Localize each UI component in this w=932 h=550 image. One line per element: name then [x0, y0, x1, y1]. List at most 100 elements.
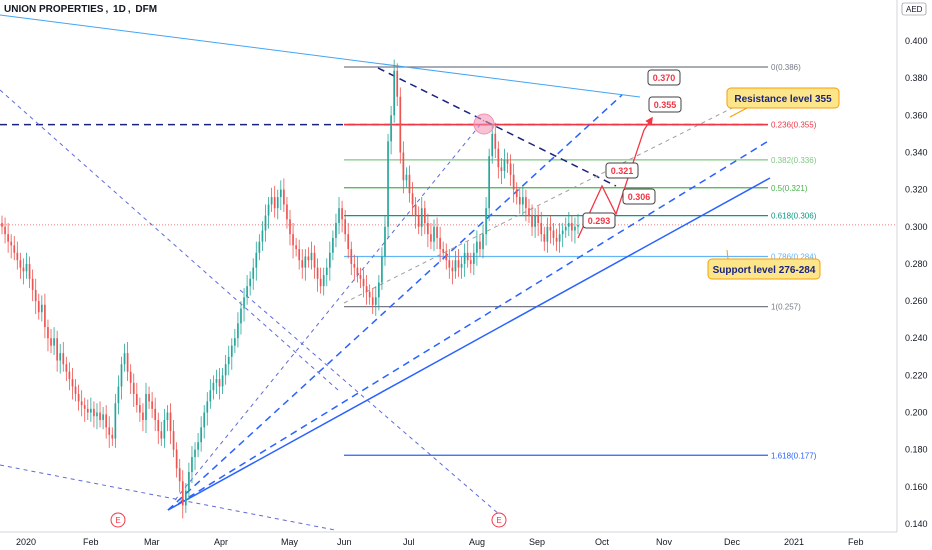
candle-body — [448, 260, 451, 268]
candle-body — [28, 263, 31, 279]
y-tick-label: 0.280 — [905, 259, 928, 269]
candle — [414, 197, 417, 229]
candle — [188, 462, 190, 500]
candle-body — [240, 308, 242, 324]
candle-body — [509, 163, 512, 175]
candle-body — [506, 159, 509, 164]
y-tick-label: 0.180 — [905, 445, 928, 455]
event-marker-icon[interactable]: E — [491, 512, 507, 528]
candle — [319, 267, 322, 294]
candle-body — [40, 304, 43, 313]
candle-body — [105, 414, 108, 428]
candle-body — [200, 427, 202, 443]
callout-pointer — [729, 107, 748, 118]
candle — [221, 367, 224, 394]
candle — [200, 416, 202, 452]
candle-body — [243, 297, 245, 309]
interval-label: 1D — [113, 4, 126, 15]
candle — [567, 211, 570, 237]
projection-label: 0.321 — [605, 162, 639, 179]
candle-body — [525, 197, 527, 209]
price-axis[interactable] — [897, 0, 932, 550]
candle — [378, 275, 380, 311]
candle-body — [249, 278, 252, 287]
candle-body — [22, 267, 25, 272]
candle — [252, 258, 255, 290]
y-tick-label: 0.240 — [905, 333, 928, 343]
projection-label-box — [605, 162, 639, 179]
candle-body — [390, 115, 392, 142]
candle — [83, 397, 86, 422]
candle-body — [335, 223, 337, 238]
candle-body — [399, 96, 402, 153]
candle-body — [307, 256, 310, 261]
candle — [503, 148, 506, 179]
candle-body — [111, 434, 114, 439]
candle — [515, 182, 518, 205]
candle-body — [515, 189, 518, 198]
candle-body — [237, 323, 239, 339]
candle-body — [151, 401, 153, 409]
candle — [65, 356, 68, 381]
fib-level-label: 1.618(0.177) — [771, 451, 817, 460]
candle — [289, 210, 291, 246]
candle-body — [359, 275, 362, 279]
candle-body — [276, 197, 279, 209]
candle — [56, 330, 58, 372]
uptrend-dashed-line-2 — [167, 94, 623, 511]
symbol-name: UNION PROPERTIES — [4, 4, 104, 15]
candle — [255, 241, 258, 281]
touch-circle-marker — [473, 113, 495, 135]
candle — [197, 432, 199, 458]
candle-body — [261, 230, 264, 242]
candle — [335, 213, 337, 248]
callout-pointer — [726, 249, 729, 260]
candle — [460, 256, 463, 279]
candle-body — [396, 70, 399, 97]
callout: Support level 276-284 — [707, 249, 821, 280]
candle — [347, 223, 350, 259]
y-tick-label: 0.200 — [905, 408, 928, 418]
candle — [166, 405, 169, 432]
fib-level-label: 0.382(0.336) — [771, 156, 817, 165]
candle-body — [408, 174, 411, 194]
candle — [381, 247, 383, 290]
candle-body — [393, 70, 396, 116]
x-tick-label: 2021 — [784, 537, 804, 547]
candle-body — [34, 289, 37, 302]
candle-body — [494, 133, 497, 149]
candle — [344, 210, 346, 242]
candle — [522, 185, 524, 216]
candle-body — [163, 419, 166, 439]
candle — [405, 167, 408, 188]
candle-body — [90, 408, 92, 413]
candle — [390, 106, 392, 155]
candle — [316, 258, 319, 292]
event-marker-icon[interactable]: E — [110, 512, 126, 528]
candle-body — [154, 408, 157, 420]
candle-body — [295, 245, 297, 250]
candle-body — [316, 267, 319, 279]
candle — [558, 223, 561, 253]
candle — [436, 217, 438, 250]
candle-body — [230, 345, 233, 357]
candle-body — [273, 197, 276, 209]
candle-body — [522, 197, 524, 205]
candle — [74, 379, 77, 402]
candle — [549, 215, 552, 244]
candle-body — [77, 393, 80, 402]
candle-body — [31, 278, 34, 290]
candle-body — [123, 353, 126, 365]
candle — [472, 243, 475, 276]
candle — [203, 405, 206, 439]
candle-body — [485, 208, 487, 235]
candle — [71, 367, 74, 400]
candle — [408, 165, 411, 203]
candle-body — [169, 412, 172, 432]
candle-body — [44, 304, 46, 328]
candle — [224, 354, 227, 385]
candle — [454, 250, 457, 279]
candle-body — [381, 256, 383, 283]
candle-body — [289, 219, 291, 235]
